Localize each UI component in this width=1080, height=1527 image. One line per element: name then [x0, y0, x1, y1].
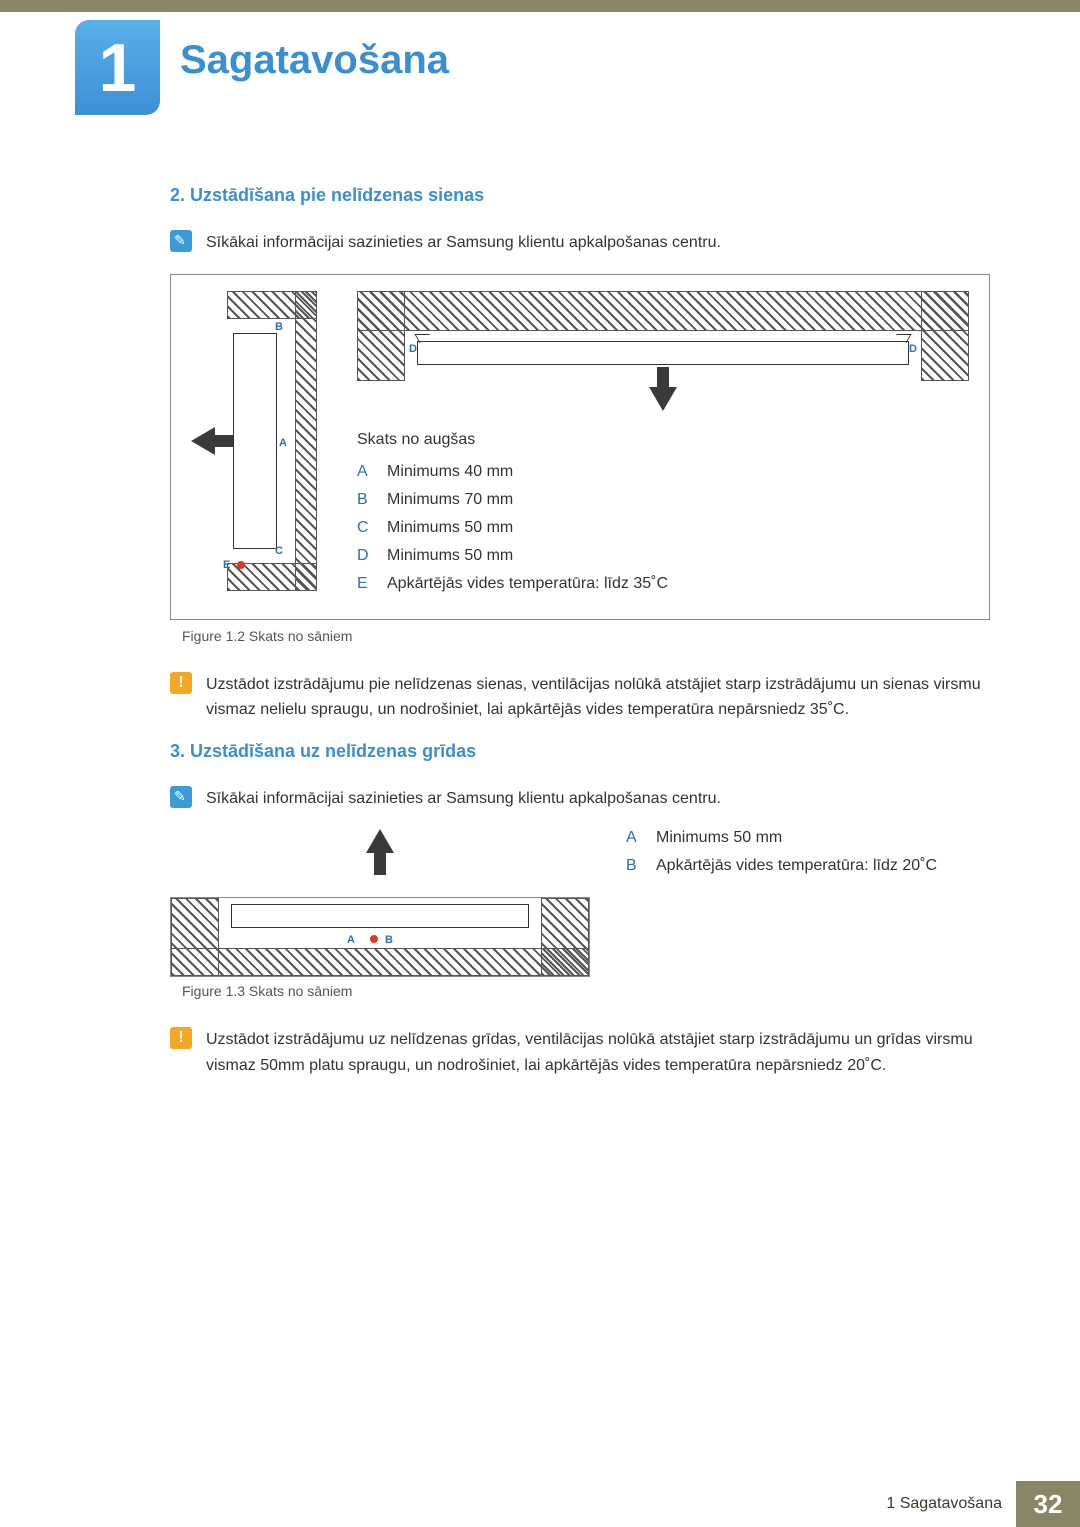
note-icon: [170, 786, 192, 808]
section3-heading: 3. Uzstādīšana uz nelīdzenas grīdas: [170, 741, 990, 762]
red-dot-icon: [370, 935, 378, 943]
legend-row-c: CMinimums 50 mm: [357, 519, 969, 537]
legend-text-b: Minimums 70 mm: [387, 491, 513, 509]
legend3-text-b: Apkārtējās vides temperatūra: līdz 20˚C: [656, 857, 937, 875]
legend-row-e: EApkārtējās vides temperatūra: līdz 35˚C: [357, 575, 969, 593]
section3-warn-text: Uzstādot izstrādājumu uz nelīdzenas grīd…: [206, 1027, 990, 1078]
arrow-up-icon: [366, 829, 394, 853]
legend-text-c: Minimums 50 mm: [387, 519, 513, 537]
chapter-title: Sagatavošana: [180, 38, 449, 83]
red-dot-icon: [237, 561, 245, 569]
section2-heading: 2. Uzstādīšana pie nelīdzenas sienas: [170, 185, 990, 206]
section3-info-text: Sīkākai informācijai sazinieties ar Sams…: [206, 786, 721, 812]
diag-label-d-right: D: [909, 343, 917, 355]
diag-label-b: B: [275, 321, 283, 333]
warning-icon: !: [170, 672, 192, 694]
floor-label-a: A: [347, 934, 355, 946]
diag-label-e: E: [223, 559, 230, 571]
floor-view-diagram: A B: [170, 829, 590, 977]
chapter-badge: 1: [75, 20, 160, 115]
top-view-title: Skats no augšas: [357, 431, 969, 449]
legend-row-a: AMinimums 40 mm: [357, 463, 969, 481]
fig3-caption: Figure 1.3 Skats no sāniem: [182, 983, 990, 999]
side-view-diagram: B A C E: [227, 291, 317, 591]
figure-1-2-box: B A C E D D: [170, 274, 990, 620]
fig2-right-group: D D Skats no augšas AMinimums 40 mm BMin…: [357, 291, 969, 603]
footer-label: 1 Sagatavošana: [886, 1495, 1002, 1513]
section2-info-row: Sīkākai informācijai sazinieties ar Sams…: [170, 230, 990, 256]
top-olive-bar: [0, 0, 1080, 12]
top-view-diagram: D D: [357, 291, 969, 381]
fig2-left-group: B A C E: [191, 291, 317, 591]
diag-label-d-left: D: [409, 343, 417, 355]
warning-icon: !: [170, 1027, 192, 1049]
section3-legend: AMinimums 50 mm BApkārtējās vides temper…: [626, 829, 990, 885]
legend-text-a: Minimums 40 mm: [387, 463, 513, 481]
section2-warn-text: Uzstādot izstrādājumu pie nelīdzenas sie…: [206, 672, 990, 723]
legend-row-d: DMinimums 50 mm: [357, 547, 969, 565]
section3-info-row: Sīkākai informācijai sazinieties ar Sams…: [170, 786, 990, 812]
legend-text-e: Apkārtējās vides temperatūra: līdz 35˚C: [387, 575, 668, 593]
diag-label-c: C: [275, 545, 283, 557]
floor-label-b: B: [385, 934, 393, 946]
section2-warn-row: ! Uzstādot izstrādājumu pie nelīdzenas s…: [170, 672, 990, 723]
diag-label-a: A: [279, 437, 287, 449]
arrow-left-icon: [191, 427, 215, 455]
page-footer: 1 Sagatavošana 32: [0, 1481, 1080, 1527]
chapter-number: 1: [99, 29, 137, 107]
section2-legend: AMinimums 40 mm BMinimums 70 mm CMinimum…: [357, 463, 969, 593]
legend3-row-a: AMinimums 50 mm: [626, 829, 990, 847]
note-icon: [170, 230, 192, 252]
arrow-down-icon: [649, 387, 677, 411]
legend-row-b: BMinimums 70 mm: [357, 491, 969, 509]
page-content: 2. Uzstādīšana pie nelīdzenas sienas Sīk…: [170, 185, 990, 1097]
legend3-text-a: Minimums 50 mm: [656, 829, 782, 847]
section2-info-text: Sīkākai informācijai sazinieties ar Sams…: [206, 230, 721, 256]
fig2-caption: Figure 1.2 Skats no sāniem: [182, 628, 990, 644]
section3-warn-row: ! Uzstādot izstrādājumu uz nelīdzenas gr…: [170, 1027, 990, 1078]
legend-text-d: Minimums 50 mm: [387, 547, 513, 565]
page-number: 32: [1016, 1481, 1080, 1527]
legend3-row-b: BApkārtējās vides temperatūra: līdz 20˚C: [626, 857, 990, 875]
figure-1-3-layout: A B AMinimums 50 mm BApkārtējās vides te…: [170, 829, 990, 977]
